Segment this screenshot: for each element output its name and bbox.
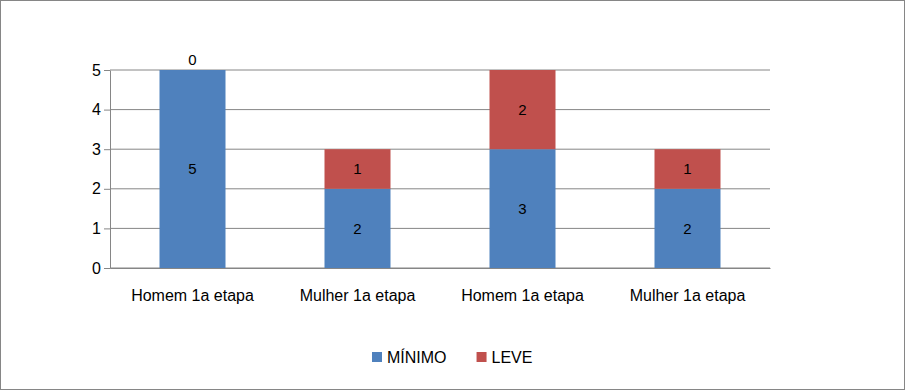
y-tick-label: 3 bbox=[92, 141, 101, 158]
x-tick-label: Homem 1a etapa bbox=[131, 287, 254, 304]
data-label: 0 bbox=[188, 51, 196, 68]
y-tick: 3 bbox=[92, 141, 110, 158]
data-label: 2 bbox=[683, 220, 691, 237]
x-tick: Homem 1a etapa bbox=[461, 268, 584, 304]
x-tick: Mulher 1a etapa bbox=[300, 268, 416, 304]
y-tick-mark bbox=[104, 70, 110, 71]
series bbox=[160, 70, 721, 268]
x-axis-line bbox=[111, 268, 771, 269]
x-tick: Homem 1a etapa bbox=[131, 268, 254, 304]
series bbox=[325, 70, 721, 189]
data-label: 2 bbox=[353, 220, 361, 237]
bar bbox=[490, 70, 556, 149]
y-tick-mark bbox=[104, 228, 110, 229]
y-tick-label: 1 bbox=[92, 220, 101, 237]
y-tick-label: 4 bbox=[92, 101, 101, 118]
x-axis: Homem 1a etapa Mulher 1a etapa Homem 1a et… bbox=[111, 268, 771, 304]
y-tick-mark bbox=[104, 149, 110, 150]
bar bbox=[325, 149, 391, 189]
x-tick-label: Homem 1a etapa bbox=[461, 287, 584, 304]
chart-frame bbox=[1, 1, 905, 390]
x-tick: Mulher 1a etapa bbox=[630, 268, 746, 304]
x-tick-label: Mulher 1a etapa bbox=[300, 287, 416, 304]
legend: MÍNIMO LEVE bbox=[372, 348, 532, 366]
bar bbox=[160, 70, 226, 268]
chart: 012345Homem 1a etapaMulher 1a etapaHomem… bbox=[0, 0, 905, 390]
legend-swatch bbox=[477, 352, 487, 362]
y-tick-label: 2 bbox=[92, 180, 101, 197]
bar bbox=[655, 189, 721, 268]
legend-label: MÍNIMO bbox=[387, 348, 447, 366]
y-tick-label: 5 bbox=[92, 62, 101, 79]
data-label: 1 bbox=[683, 160, 691, 177]
y-tick: 2 bbox=[92, 180, 110, 197]
data-labels: 5 2 3 2 0 1 2 1 bbox=[188, 51, 691, 236]
legend-swatch bbox=[372, 352, 382, 362]
y-tick: 4 bbox=[92, 101, 110, 118]
data-label: 3 bbox=[518, 200, 526, 217]
y-tick-label: 0 bbox=[92, 260, 101, 277]
y-tick-mark bbox=[104, 110, 110, 111]
y-axis-line bbox=[110, 71, 111, 269]
y-tick-mark bbox=[104, 268, 110, 269]
data-label: 2 bbox=[518, 101, 526, 118]
bars bbox=[160, 70, 721, 268]
bar bbox=[160, 70, 226, 71]
y-tick-mark bbox=[104, 189, 110, 190]
bar bbox=[655, 149, 721, 189]
grid bbox=[110, 70, 770, 268]
y-tick: 0 bbox=[92, 260, 110, 277]
plot-area: 012345Homem 1a etapaMulher 1a etapaHomem… bbox=[92, 51, 770, 304]
data-label: 1 bbox=[353, 160, 361, 177]
bar bbox=[325, 189, 391, 268]
bar bbox=[490, 149, 556, 268]
x-tick-label: Mulher 1a etapa bbox=[630, 287, 746, 304]
y-axis: 0 1 2 3 4 5 bbox=[92, 62, 110, 277]
data-label: 5 bbox=[188, 160, 196, 177]
legend-label: LEVE bbox=[492, 349, 533, 366]
y-tick: 1 bbox=[92, 220, 110, 237]
y-tick: 5 bbox=[92, 62, 110, 79]
